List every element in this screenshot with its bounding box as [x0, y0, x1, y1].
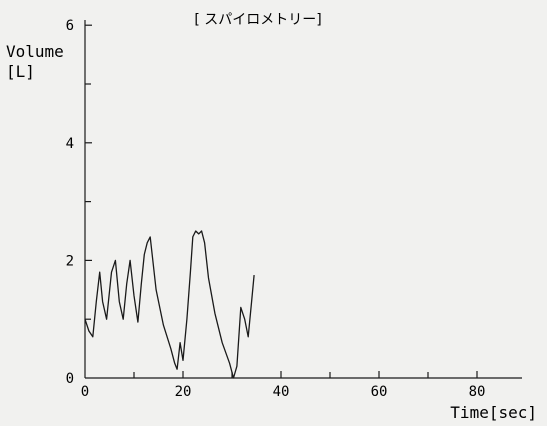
x-axis-label: Time[sec]: [450, 403, 537, 422]
y-tick-label: 0: [66, 371, 74, 387]
x-tick-label: 60: [371, 384, 388, 400]
y-tick-label: 6: [66, 18, 74, 34]
y-tick-label: 2: [66, 253, 74, 269]
y-axis-unit: [L]: [6, 62, 35, 81]
y-axis-label: Volume: [6, 42, 64, 61]
chart-title: [ スパイロメトリー]: [194, 12, 321, 28]
x-tick-label: 40: [273, 384, 290, 400]
x-tick-label: 80: [469, 384, 486, 400]
y-tick-label: 4: [66, 136, 74, 152]
x-tick-label: 20: [175, 384, 192, 400]
x-tick-label: 0: [81, 384, 89, 400]
volume-series-line: [84, 230, 255, 379]
